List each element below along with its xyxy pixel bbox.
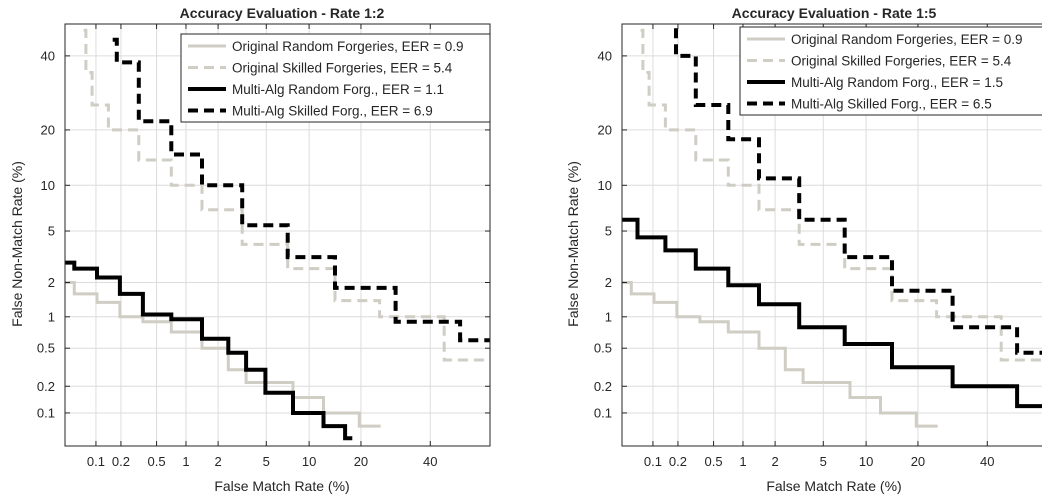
y-tick-label-1: 1 [605, 309, 612, 324]
series-line-3 [65, 260, 353, 441]
legend-label-4: Multi-Alg Skilled Forg., EER = 6.9 [232, 104, 433, 119]
x-tick-label-5: 5 [820, 454, 827, 469]
ticks: 0.1 0.2 0.5 1 2 5 10 20 40 0.1 0.2 0.5 1 2 5 10 20 40 [594, 24, 995, 469]
x-tick-label-0-5: 0.5 [148, 454, 166, 469]
y-axis-label: False Non-Match Rate (%) [565, 161, 581, 327]
legend-label-2: Original Skilled Forgeries, EER = 5.4 [232, 61, 453, 76]
x-tick-label-0-2: 0.2 [669, 454, 687, 469]
x-tick-label-40: 40 [423, 454, 437, 469]
x-tick-label-20: 20 [354, 454, 368, 469]
x-tick-label-2: 2 [214, 454, 221, 469]
x-tick-label-40: 40 [980, 454, 994, 469]
x-tick-label-5: 5 [263, 454, 270, 469]
x-tick-label-0-2: 0.2 [112, 454, 130, 469]
y-tick-label-2: 2 [48, 275, 55, 290]
series-line-1 [622, 281, 938, 428]
legend: Original Random Forgeries, EER = 0.9 Orig… [180, 33, 491, 123]
series-layer [65, 28, 490, 441]
y-tick-label-20: 20 [41, 122, 55, 137]
y-tick-label-10: 10 [598, 178, 612, 193]
legend: Original Random Forgeries, EER = 0.9 Orig… [739, 26, 1042, 116]
chart-title: Accuracy Evaluation - Rate 1:2 [180, 5, 385, 21]
legend-label-1: Original Random Forgeries, EER = 0.9 [791, 32, 1022, 47]
y-tick-label-0-2: 0.2 [594, 379, 612, 394]
chart-rate-1-5: Accuracy Evaluation - Rate 1:5 False Mat… [565, 5, 1042, 494]
chart-rate-1-2: Accuracy Evaluation - Rate 1:2 False Mat… [9, 5, 491, 494]
x-tick-label-1: 1 [182, 454, 189, 469]
y-tick-label-0-2: 0.2 [37, 379, 55, 394]
series-line-1 [65, 281, 381, 428]
y-tick-label-40: 40 [598, 48, 612, 63]
x-tick-label-20: 20 [911, 454, 925, 469]
series-line-4 [674, 28, 1042, 355]
x-tick-label-2: 2 [771, 454, 778, 469]
x-tick-label-0-1: 0.1 [644, 454, 662, 469]
series-layer [622, 28, 1042, 428]
legend-box [180, 33, 491, 123]
legend-box [739, 26, 1042, 116]
y-tick-label-5: 5 [48, 224, 55, 239]
chart-title: Accuracy Evaluation - Rate 1:5 [732, 5, 937, 21]
x-tick-label-10: 10 [859, 454, 873, 469]
y-tick-label-20: 20 [598, 122, 612, 137]
axes-frame [621, 23, 1042, 447]
y-tick-label-5: 5 [605, 224, 612, 239]
y-tick-label-0-5: 0.5 [37, 341, 55, 356]
y-tick-label-10: 10 [41, 178, 55, 193]
x-tick-label-1: 1 [739, 454, 746, 469]
series-line-2 [640, 28, 1042, 362]
axes-frame [64, 23, 491, 447]
y-tick-label-0-1: 0.1 [37, 405, 55, 420]
y-tick-label-2: 2 [605, 275, 612, 290]
y-tick-label-1: 1 [48, 309, 55, 324]
x-tick-label-0-5: 0.5 [705, 454, 723, 469]
y-tick-label-0-1: 0.1 [594, 405, 612, 420]
legend-label-3: Multi-Alg Random Forg., EER = 1.1 [232, 82, 444, 97]
x-tick-label-10: 10 [302, 454, 316, 469]
series-line-4 [112, 37, 490, 343]
series-line-3 [622, 217, 1042, 409]
y-axis-label: False Non-Match Rate (%) [9, 161, 25, 327]
legend-label-4: Multi-Alg Skilled Forg., EER = 6.5 [791, 97, 992, 112]
x-axis-label: False Match Rate (%) [214, 478, 349, 494]
y-tick-label-40: 40 [41, 48, 55, 63]
legend-label-2: Original Skilled Forgeries, EER = 5.4 [791, 54, 1012, 69]
legend-label-1: Original Random Forgeries, EER = 0.9 [232, 39, 463, 54]
legend-label-3: Multi-Alg Random Forg., EER = 1.5 [791, 75, 1003, 90]
series-line-2 [83, 28, 490, 362]
ticks: 0.1 0.2 0.5 1 2 5 10 20 40 0.1 0.2 0.5 1 2 5 10 20 40 [37, 24, 490, 469]
x-tick-label-0-1: 0.1 [87, 454, 105, 469]
y-tick-label-0-5: 0.5 [594, 341, 612, 356]
x-axis-label: False Match Rate (%) [766, 478, 901, 494]
